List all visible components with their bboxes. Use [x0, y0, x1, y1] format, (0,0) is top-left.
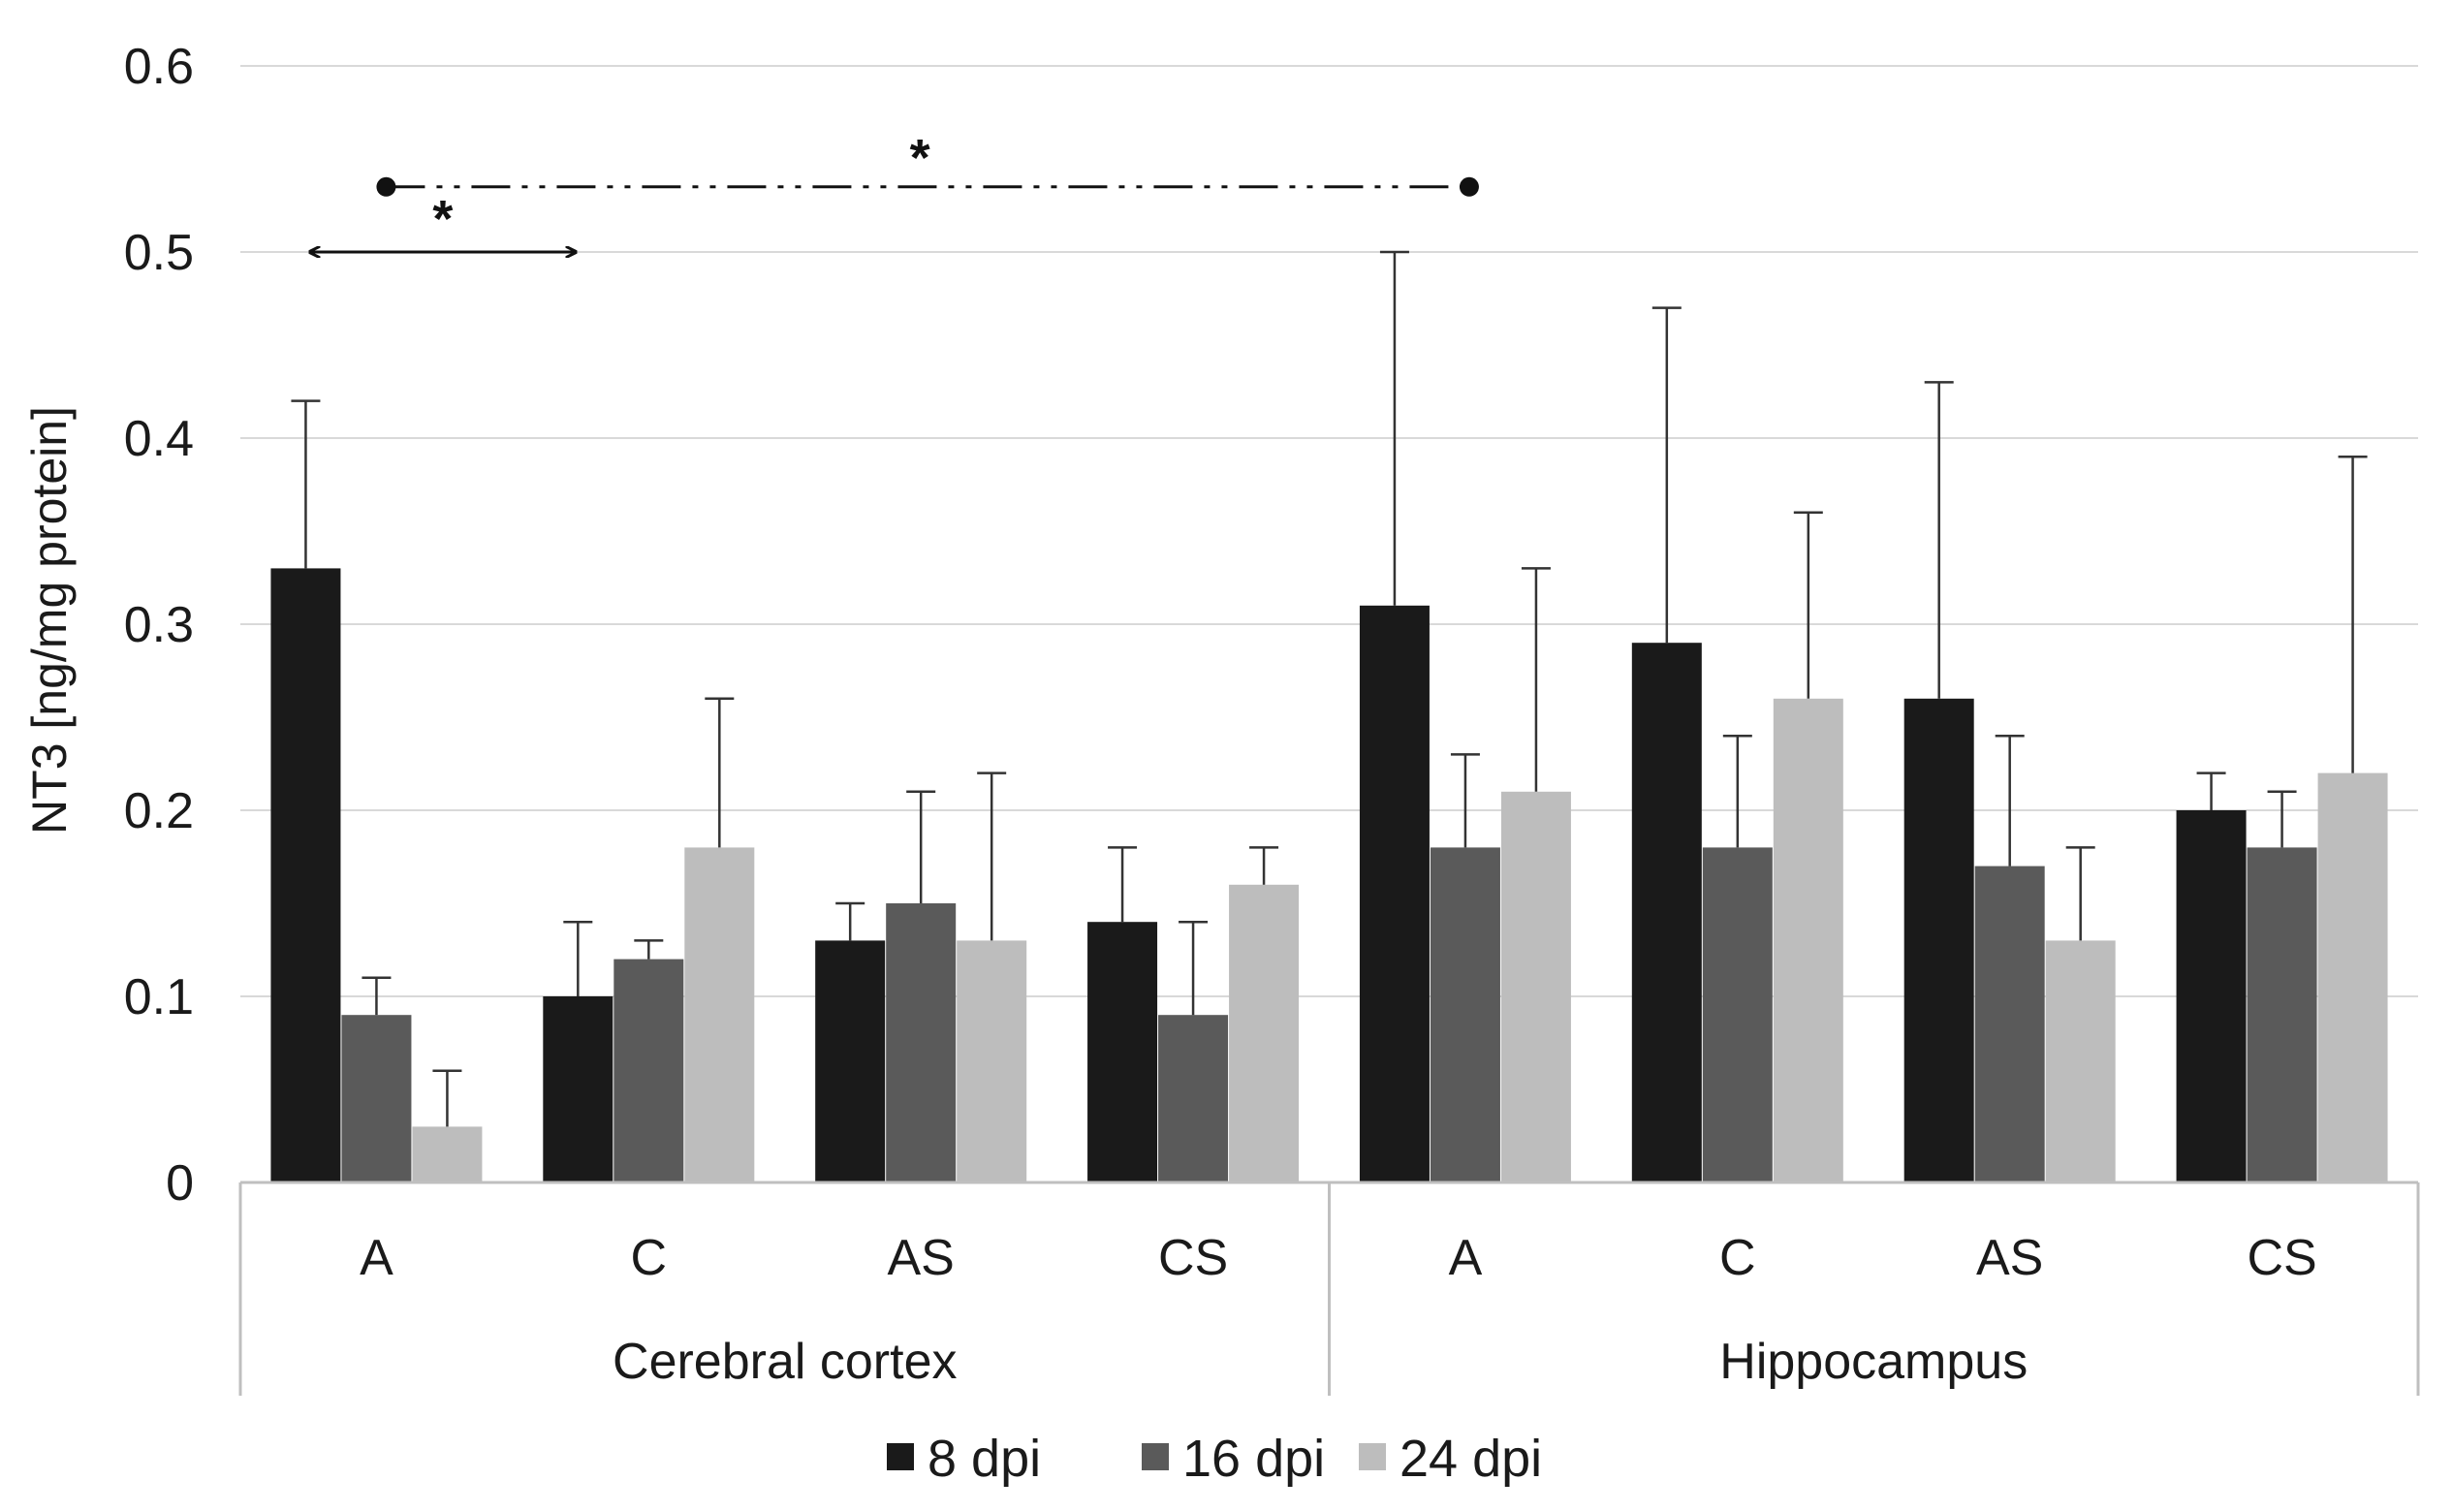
significance-star: * — [910, 129, 930, 187]
y-tick-label: 0.5 — [124, 225, 194, 281]
bar — [1974, 866, 2045, 1182]
group-label: Hippocampus — [1719, 1334, 2028, 1390]
legend-label: 24 dpi — [1399, 1430, 1542, 1488]
bar — [1359, 605, 1430, 1182]
bar — [1158, 1015, 1229, 1182]
bar — [2317, 772, 2388, 1182]
x-category-label: C — [631, 1230, 668, 1286]
bar — [957, 940, 1027, 1182]
x-category-label: C — [1719, 1230, 1756, 1286]
bar — [1087, 922, 1158, 1182]
bar — [412, 1126, 483, 1182]
legend-label: 8 dpi — [928, 1430, 1041, 1488]
bar — [2247, 847, 2317, 1182]
bar — [613, 959, 684, 1182]
bar — [2045, 940, 2116, 1182]
bar — [341, 1015, 412, 1182]
bar — [886, 903, 957, 1182]
legend-swatch — [887, 1443, 914, 1470]
y-tick-label: 0.3 — [124, 597, 194, 653]
bar — [1773, 698, 1843, 1182]
y-tick-label: 0.2 — [124, 783, 194, 839]
bar — [1903, 698, 1974, 1182]
bar — [815, 940, 886, 1182]
x-category-label: CS — [2247, 1230, 2316, 1286]
y-tick-label: 0 — [166, 1155, 194, 1212]
y-axis-title: NT3 [ng/mg protein] — [22, 406, 77, 835]
bar — [1702, 847, 1773, 1182]
bar — [1430, 847, 1500, 1182]
x-category-label: A — [360, 1230, 393, 1286]
bar — [270, 568, 341, 1182]
x-category-label: CS — [1158, 1230, 1228, 1286]
bracket-endpoint — [1459, 176, 1479, 197]
bar — [2176, 810, 2247, 1182]
bar — [1500, 791, 1571, 1182]
x-category-label: A — [1449, 1230, 1483, 1286]
bar — [1229, 884, 1300, 1182]
legend-label: 16 dpi — [1182, 1430, 1325, 1488]
y-tick-label: 0.1 — [124, 969, 194, 1025]
y-tick-label: 0.4 — [124, 411, 194, 467]
bracket-endpoint — [376, 176, 396, 197]
x-category-label: AS — [1976, 1230, 2043, 1286]
significance-star: * — [432, 190, 453, 248]
bar — [684, 847, 755, 1182]
group-label: Cerebral cortex — [613, 1334, 957, 1390]
legend-swatch — [1142, 1443, 1169, 1470]
x-category-label: AS — [888, 1230, 955, 1286]
bar — [1631, 643, 1702, 1182]
legend-swatch — [1359, 1443, 1386, 1470]
y-tick-label: 0.6 — [124, 39, 194, 95]
bar — [543, 996, 613, 1182]
